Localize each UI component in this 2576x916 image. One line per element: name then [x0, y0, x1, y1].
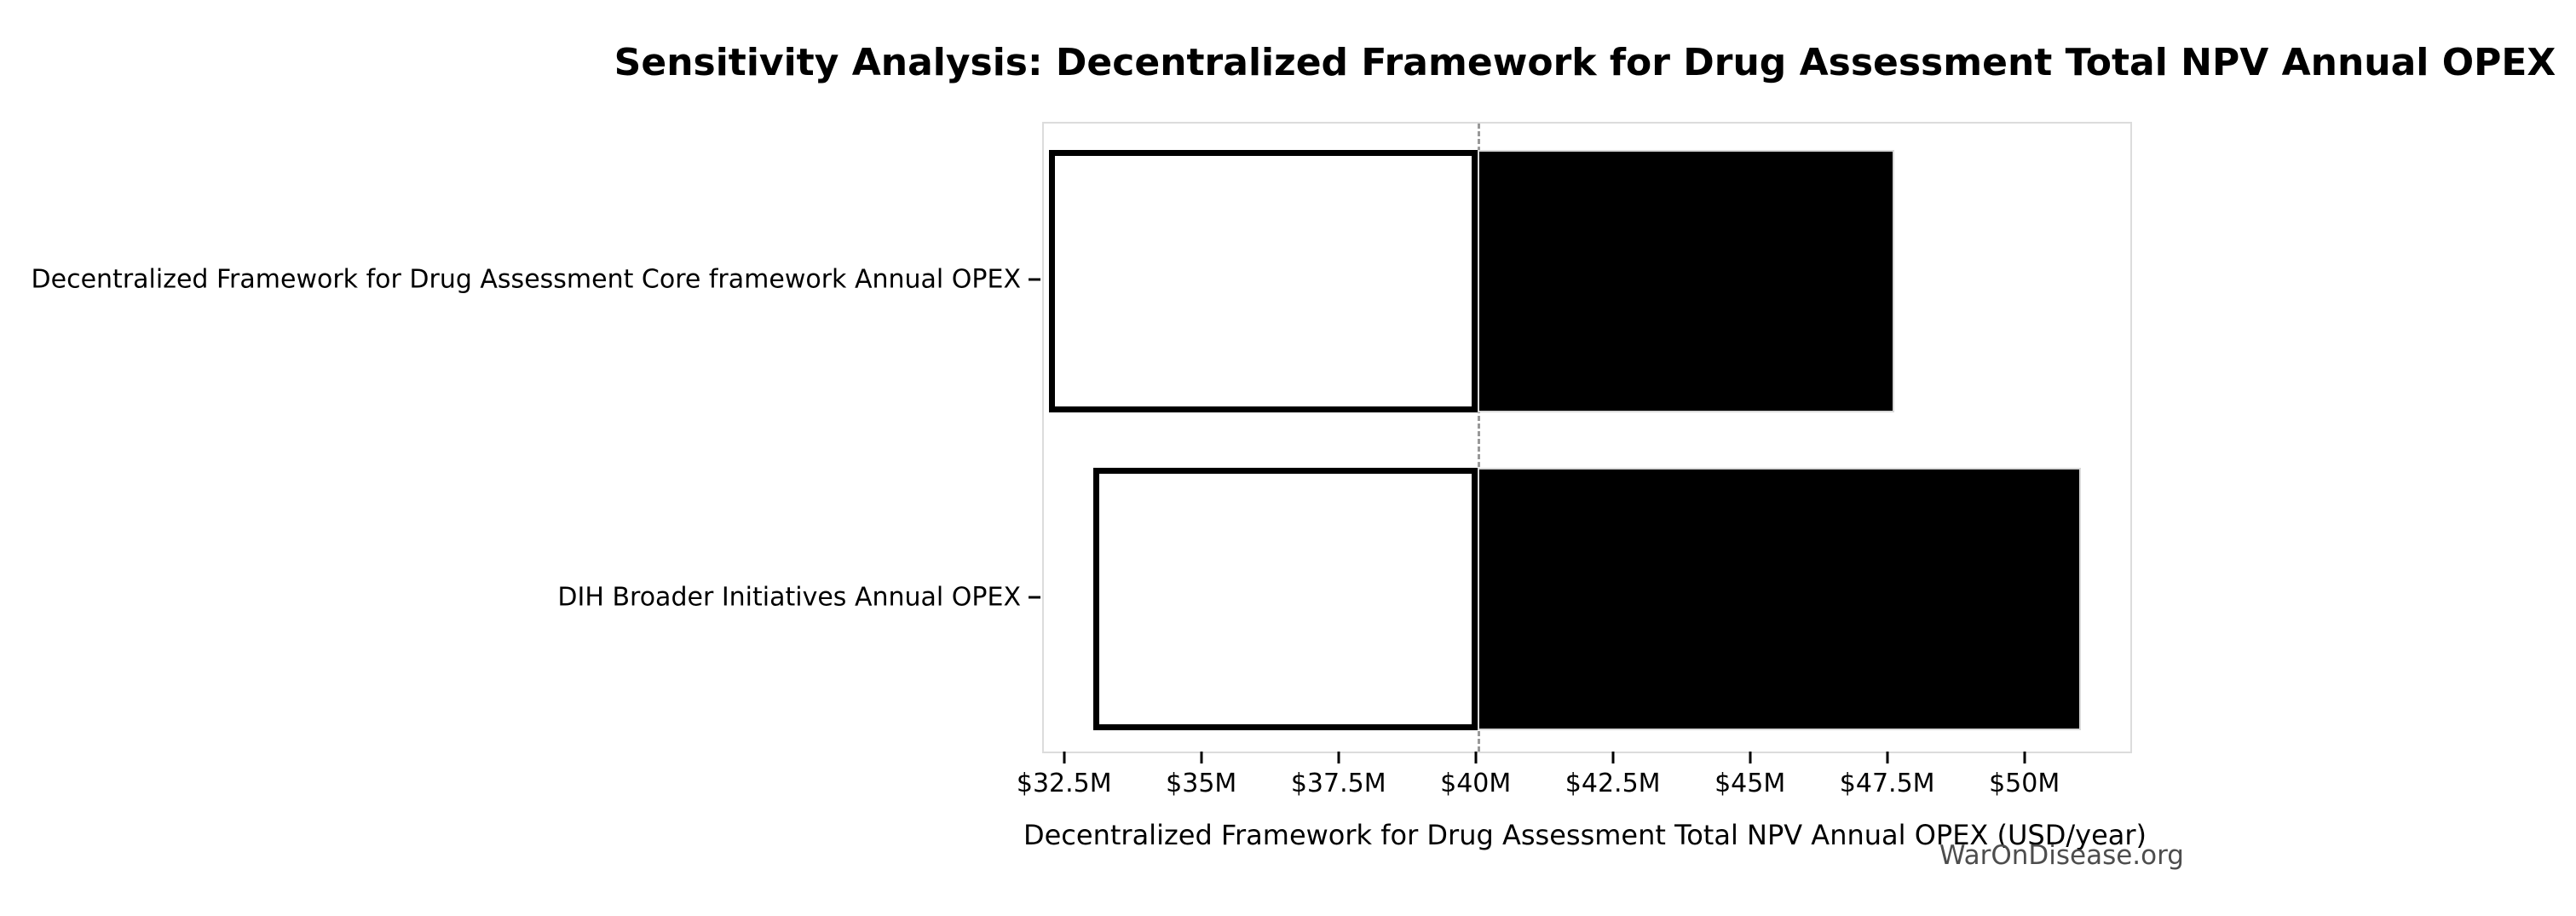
watermark: WarOnDisease.org	[1939, 840, 2184, 871]
plot-area	[1042, 122, 2132, 753]
x-tick-mark	[1474, 752, 1478, 763]
x-tick-label: $35M	[1166, 769, 1237, 798]
x-tick-mark	[1063, 752, 1066, 763]
bar-low-segment	[1092, 468, 1478, 730]
x-tick-label: $42.5M	[1565, 769, 1661, 798]
bar-low-segment	[1049, 150, 1478, 412]
bar-high-segment	[1477, 468, 2082, 730]
x-axis-label: Decentralized Framework for Drug Assessm…	[1023, 819, 2147, 851]
y-tick-label: DIH Broader Initiatives Annual OPEX	[557, 582, 1021, 613]
baseline-dashed-line	[1477, 124, 1480, 752]
y-tick-mark	[1029, 596, 1040, 599]
x-tick-mark	[1200, 752, 1203, 763]
x-tick-label: $45M	[1714, 769, 1786, 798]
x-tick-mark	[2023, 752, 2026, 763]
x-tick-mark	[1611, 752, 1615, 763]
x-tick-label: $50M	[1989, 769, 2060, 798]
y-tick-mark	[1029, 278, 1040, 281]
x-tick-mark	[1749, 752, 1752, 763]
bar-high-segment	[1477, 150, 1895, 412]
tornado-bar-dih-broader-initiatives-opex	[1044, 468, 2130, 730]
x-tick-mark	[1337, 752, 1340, 763]
x-tick-label: $40M	[1440, 769, 1512, 798]
x-tick-label: $47.5M	[1839, 769, 1935, 798]
tornado-bar-core-framework-opex	[1044, 150, 2130, 412]
x-tick-mark	[1886, 752, 1889, 763]
x-tick-label: $32.5M	[1016, 769, 1112, 798]
chart-title: Sensitivity Analysis: Decentralized Fram…	[614, 41, 2556, 84]
y-tick-label: Decentralized Framework for Drug Assessm…	[31, 264, 1021, 295]
x-tick-label: $37.5M	[1290, 769, 1386, 798]
